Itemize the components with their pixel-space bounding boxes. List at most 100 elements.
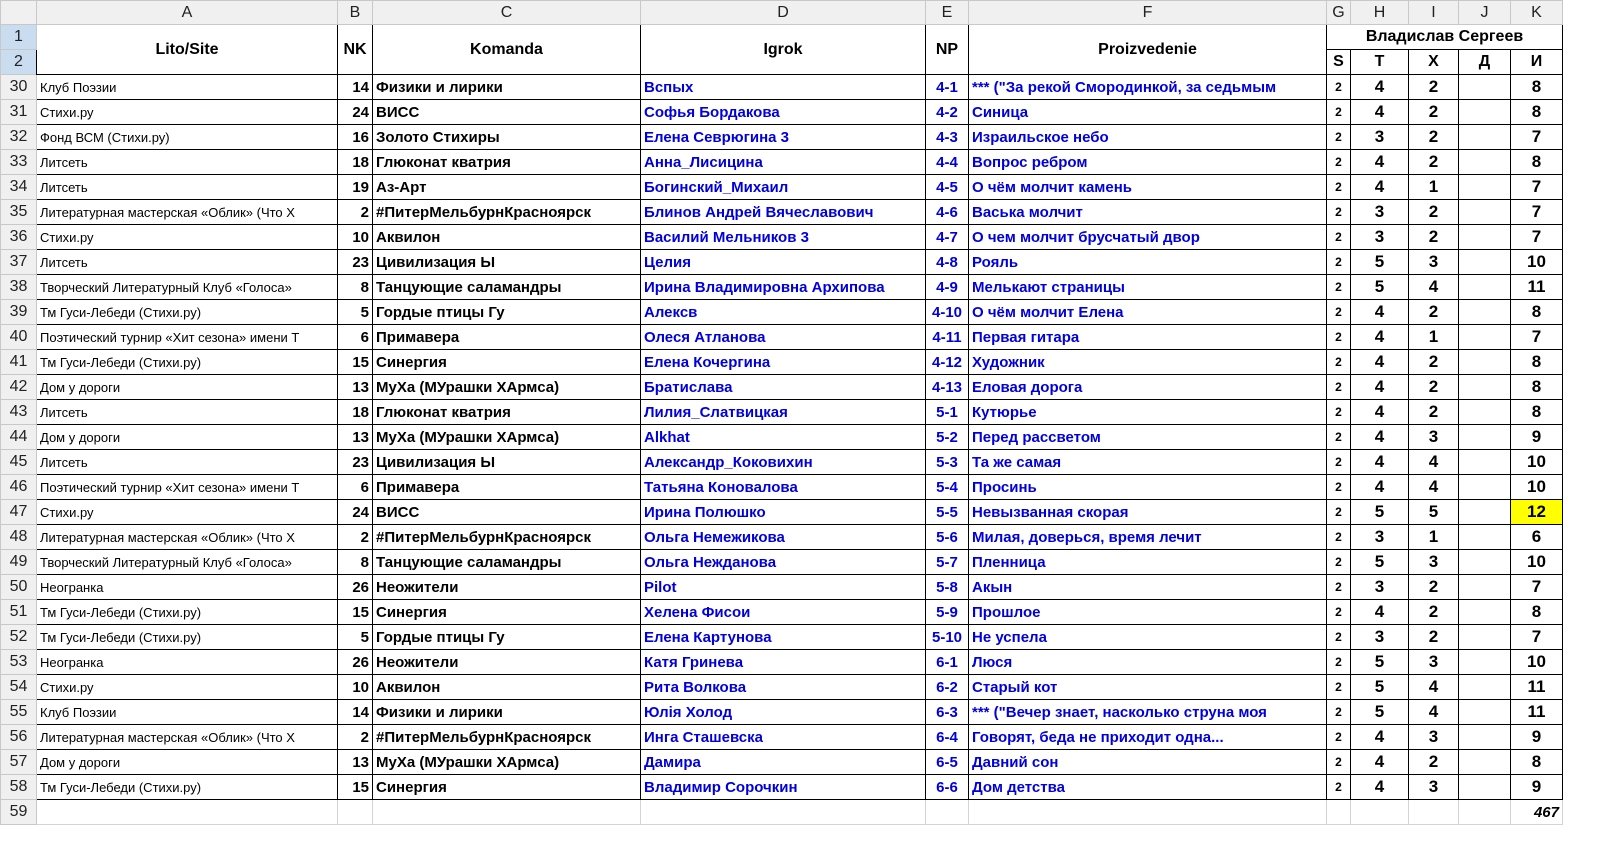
nk-cell[interactable]: 10 (337, 674, 373, 700)
lito-cell[interactable]: Литсеть (36, 149, 338, 175)
header-lito[interactable]: Lito/Site (36, 24, 338, 75)
x-cell[interactable]: 3 (1408, 774, 1459, 800)
i-cell[interactable]: 8 (1510, 599, 1563, 625)
s-cell[interactable]: 2 (1326, 599, 1351, 625)
d-cell[interactable] (1458, 274, 1511, 300)
d-cell[interactable] (1458, 324, 1511, 350)
komanda-cell[interactable]: #ПитерМельбурнКрасноярск (372, 724, 641, 750)
komanda-cell[interactable]: Примавера (372, 324, 641, 350)
i-cell[interactable]: 7 (1510, 124, 1563, 150)
d-cell[interactable] (1458, 399, 1511, 425)
igrok-cell[interactable]: Ирина Владимировна Архипова (640, 274, 926, 300)
row-header[interactable]: 51 (0, 599, 37, 625)
komanda-cell[interactable]: Цивилизация Ы (372, 449, 641, 475)
proizvedenie-cell[interactable]: Давний сон (968, 749, 1327, 775)
i-cell[interactable]: 8 (1510, 374, 1563, 400)
t-cell[interactable]: 4 (1350, 449, 1409, 475)
d-cell[interactable] (1458, 174, 1511, 200)
nk-cell[interactable]: 26 (337, 574, 373, 600)
s-cell[interactable]: 2 (1326, 349, 1351, 375)
np-cell[interactable]: 6-3 (925, 699, 969, 725)
np-cell[interactable]: 6-1 (925, 649, 969, 675)
row-header[interactable]: 57 (0, 749, 37, 775)
s-cell[interactable]: 2 (1326, 274, 1351, 300)
t-cell[interactable]: 4 (1350, 599, 1409, 625)
t-cell[interactable]: 4 (1350, 99, 1409, 125)
proizvedenie-cell[interactable]: Первая гитара (968, 324, 1327, 350)
komanda-cell[interactable]: Цивилизация Ы (372, 249, 641, 275)
t-cell[interactable]: 4 (1350, 349, 1409, 375)
lito-cell[interactable]: Литсеть (36, 249, 338, 275)
d-cell[interactable] (1458, 549, 1511, 575)
d-cell[interactable] (1458, 724, 1511, 750)
proizvedenie-cell[interactable]: Пленница (968, 549, 1327, 575)
x-cell[interactable]: 2 (1408, 624, 1459, 650)
igrok-cell[interactable]: Ольга Немежикова (640, 524, 926, 550)
igrok-cell[interactable]: Хелена Фисои (640, 599, 926, 625)
komanda-cell[interactable]: Аквилон (372, 674, 641, 700)
column-header-C[interactable]: C (372, 0, 641, 25)
komanda-cell[interactable]: Аз-Арт (372, 174, 641, 200)
d-cell[interactable] (1458, 199, 1511, 225)
lito-cell[interactable]: Стихи.ру (36, 499, 338, 525)
np-cell[interactable]: 5-6 (925, 524, 969, 550)
x-cell[interactable]: 2 (1408, 224, 1459, 250)
i-cell[interactable]: 11 (1510, 274, 1563, 300)
igrok-cell[interactable]: Дамира (640, 749, 926, 775)
i-cell[interactable]: 7 (1510, 324, 1563, 350)
x-cell[interactable]: 1 (1408, 174, 1459, 200)
d-cell[interactable] (1458, 699, 1511, 725)
komanda-cell[interactable]: Физики и лирики (372, 74, 641, 100)
empty-cell[interactable] (968, 799, 1327, 825)
komanda-cell[interactable]: Синергия (372, 599, 641, 625)
proizvedenie-cell[interactable]: Не успела (968, 624, 1327, 650)
igrok-cell[interactable]: Ирина Полюшко (640, 499, 926, 525)
s-cell[interactable]: 2 (1326, 749, 1351, 775)
igrok-cell[interactable]: Елена Кочергина (640, 349, 926, 375)
nk-cell[interactable]: 2 (337, 524, 373, 550)
x-cell[interactable]: 4 (1408, 274, 1459, 300)
proizvedenie-cell[interactable]: Невызванная скорая (968, 499, 1327, 525)
nk-cell[interactable]: 19 (337, 174, 373, 200)
np-cell[interactable]: 5-9 (925, 599, 969, 625)
t-cell[interactable]: 4 (1350, 474, 1409, 500)
select-all-corner[interactable] (0, 0, 37, 25)
igrok-cell[interactable]: Катя Гринева (640, 649, 926, 675)
x-cell[interactable]: 2 (1408, 574, 1459, 600)
t-cell[interactable]: 5 (1350, 699, 1409, 725)
nk-cell[interactable]: 2 (337, 724, 373, 750)
np-cell[interactable]: 4-12 (925, 349, 969, 375)
i-cell[interactable]: 8 (1510, 749, 1563, 775)
header-komanda[interactable]: Komanda (372, 24, 641, 75)
proizvedenie-cell[interactable]: Милая, доверься, время лечит (968, 524, 1327, 550)
np-cell[interactable]: 5-4 (925, 474, 969, 500)
row-header[interactable]: 1 (0, 24, 37, 50)
d-cell[interactable] (1458, 99, 1511, 125)
t-cell[interactable]: 4 (1350, 749, 1409, 775)
t-cell[interactable]: 3 (1350, 524, 1409, 550)
row-header[interactable]: 38 (0, 274, 37, 300)
lito-cell[interactable]: Тм Гуси-Лебеди (Стихи.ру) (36, 599, 338, 625)
igrok-cell[interactable]: Василий Мельников 3 (640, 224, 926, 250)
x-cell[interactable]: 4 (1408, 449, 1459, 475)
lito-cell[interactable]: Поэтический турнир «Хит сезона» имени Т (36, 324, 338, 350)
lito-cell[interactable]: Дом у дороги (36, 374, 338, 400)
s-cell[interactable]: 2 (1326, 474, 1351, 500)
np-cell[interactable]: 5-2 (925, 424, 969, 450)
s-cell[interactable]: 2 (1326, 174, 1351, 200)
komanda-cell[interactable]: Глюконат кватрия (372, 149, 641, 175)
komanda-cell[interactable]: МуХа (МУрашки ХАрмса) (372, 424, 641, 450)
komanda-cell[interactable]: #ПитерМельбурнКрасноярск (372, 524, 641, 550)
nk-cell[interactable]: 23 (337, 249, 373, 275)
column-header-F[interactable]: F (968, 0, 1327, 25)
row-header[interactable]: 59 (0, 799, 37, 825)
x-cell[interactable]: 1 (1408, 324, 1459, 350)
column-header-A[interactable]: A (36, 0, 338, 25)
proizvedenie-cell[interactable]: Рояль (968, 249, 1327, 275)
komanda-cell[interactable]: Глюконат кватрия (372, 399, 641, 425)
lito-cell[interactable]: Стихи.ру (36, 99, 338, 125)
igrok-cell[interactable]: Елена Севрюгина 3 (640, 124, 926, 150)
column-header-E[interactable]: E (925, 0, 969, 25)
d-cell[interactable] (1458, 674, 1511, 700)
s-cell[interactable]: 2 (1326, 124, 1351, 150)
